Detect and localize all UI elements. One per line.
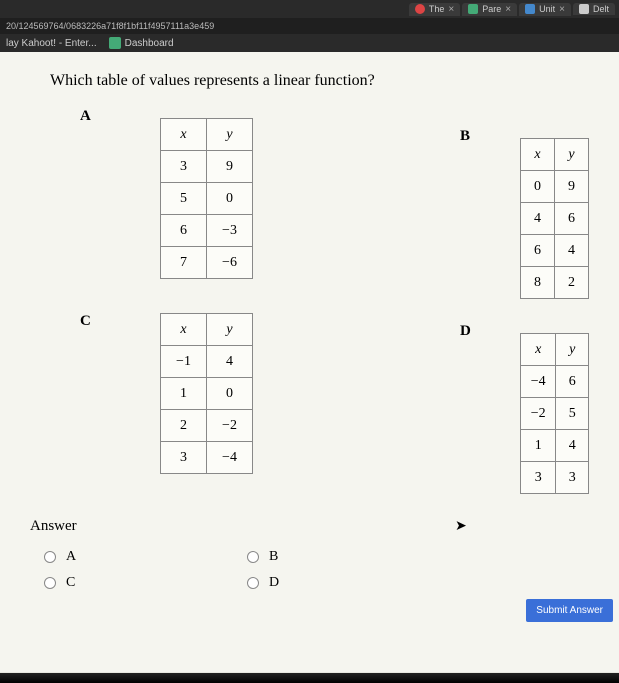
data-table: xy 39 50 6−3 7−6 — [160, 118, 253, 279]
cell: 0 — [207, 183, 253, 215]
col-header: y — [556, 334, 589, 366]
cell: 2 — [555, 267, 589, 299]
cell: −4 — [207, 442, 253, 474]
cell: 7 — [161, 247, 207, 279]
tab-icon — [579, 4, 589, 14]
submit-button[interactable]: Submit Answer — [526, 599, 613, 622]
browser-chrome: The × Pare × Unit × Delt 20/124569764/06… — [0, 0, 619, 52]
cell: 3 — [161, 151, 207, 183]
choice-b[interactable]: B — [247, 549, 410, 565]
cell: 9 — [207, 151, 253, 183]
cell: 5 — [556, 398, 589, 430]
mouse-cursor-icon: ➤ — [455, 518, 467, 535]
radio-icon[interactable] — [247, 551, 259, 563]
cell: −3 — [207, 215, 253, 247]
choice-label: D — [269, 575, 279, 591]
col-header: y — [555, 139, 589, 171]
bookmark-icon — [109, 37, 121, 49]
tab-icon — [525, 4, 535, 14]
cell: 6 — [521, 235, 555, 267]
taskbar — [0, 673, 619, 683]
answer-section: Answer A B C D — [30, 518, 589, 591]
cell: −2 — [207, 410, 253, 442]
cell: 6 — [555, 203, 589, 235]
cell: 9 — [555, 171, 589, 203]
cell: 4 — [556, 430, 589, 462]
table-label: C — [80, 313, 91, 330]
choice-label: C — [66, 575, 75, 591]
bookmark-bar: lay Kahoot! - Enter... Dashboard — [0, 34, 619, 52]
answer-heading: Answer — [30, 518, 589, 535]
cell: 4 — [207, 346, 253, 378]
cell: 2 — [161, 410, 207, 442]
tab-label: Pare — [482, 4, 501, 14]
col-header: x — [521, 334, 556, 366]
close-icon[interactable]: × — [448, 4, 454, 15]
table-d: D xy −46 −25 14 33 — [470, 323, 589, 494]
url-bar[interactable]: 20/124569764/0683226a71f8f1bf11f4957111a… — [0, 18, 619, 34]
cell: −4 — [521, 366, 556, 398]
cell: 4 — [555, 235, 589, 267]
tab-label: Delt — [593, 4, 609, 14]
tab-icon — [415, 4, 425, 14]
cell: 6 — [556, 366, 589, 398]
cell: 1 — [161, 378, 207, 410]
radio-icon[interactable] — [44, 577, 56, 589]
cell: 5 — [161, 183, 207, 215]
cell: 4 — [521, 203, 555, 235]
question-text: Which table of values represents a linea… — [30, 72, 589, 90]
table-label: D — [460, 323, 471, 340]
data-table: xy 09 46 64 82 — [520, 138, 589, 299]
data-table: xy −46 −25 14 33 — [520, 333, 589, 494]
bookmark-kahoot[interactable]: lay Kahoot! - Enter... — [6, 38, 97, 49]
tab-strip: The × Pare × Unit × Delt — [0, 0, 619, 18]
url-text: 20/124569764/0683226a71f8f1bf11f4957111a… — [6, 21, 214, 31]
choice-grid: A B C D — [30, 549, 410, 591]
tab-pare[interactable]: Pare × — [462, 3, 517, 16]
page-content: Which table of values represents a linea… — [0, 52, 619, 672]
tab-icon — [468, 4, 478, 14]
table-a: A xy 39 50 6−3 7−6 — [90, 108, 253, 279]
col-header: y — [207, 119, 253, 151]
cell: 3 — [161, 442, 207, 474]
bookmark-label: lay Kahoot! - Enter... — [6, 38, 97, 49]
choice-d[interactable]: D — [247, 575, 410, 591]
bookmark-dashboard[interactable]: Dashboard — [109, 37, 174, 49]
tab-delt[interactable]: Delt — [573, 3, 615, 15]
col-header: x — [521, 139, 555, 171]
col-header: y — [207, 314, 253, 346]
choice-a[interactable]: A — [44, 549, 207, 565]
cell: 0 — [521, 171, 555, 203]
col-header: x — [161, 119, 207, 151]
table-c: C xy −14 10 2−2 3−4 — [90, 303, 253, 474]
table-label: B — [460, 128, 470, 145]
close-icon[interactable]: × — [559, 4, 565, 15]
choice-label: A — [66, 549, 76, 565]
table-label: A — [80, 108, 91, 125]
cell: −2 — [521, 398, 556, 430]
cell: 1 — [521, 430, 556, 462]
data-table: xy −14 10 2−2 3−4 — [160, 313, 253, 474]
tab-label: Unit — [539, 4, 555, 14]
cell: 8 — [521, 267, 555, 299]
table-b: B xy 09 46 64 82 — [470, 128, 589, 299]
cell: 6 — [161, 215, 207, 247]
bookmark-label: Dashboard — [125, 38, 174, 49]
close-icon[interactable]: × — [505, 4, 511, 15]
radio-icon[interactable] — [247, 577, 259, 589]
tab-label: The — [429, 4, 445, 14]
choice-c[interactable]: C — [44, 575, 207, 591]
col-header: x — [161, 314, 207, 346]
tab-the[interactable]: The × — [409, 3, 460, 16]
cell: 3 — [521, 462, 556, 494]
cell: −1 — [161, 346, 207, 378]
choice-label: B — [269, 549, 278, 565]
cell: −6 — [207, 247, 253, 279]
cell: 3 — [556, 462, 589, 494]
radio-icon[interactable] — [44, 551, 56, 563]
tab-unit[interactable]: Unit × — [519, 3, 571, 16]
cell: 0 — [207, 378, 253, 410]
tables-area: A xy 39 50 6−3 7−6 B xy 09 46 64 82 C xy — [30, 108, 589, 508]
